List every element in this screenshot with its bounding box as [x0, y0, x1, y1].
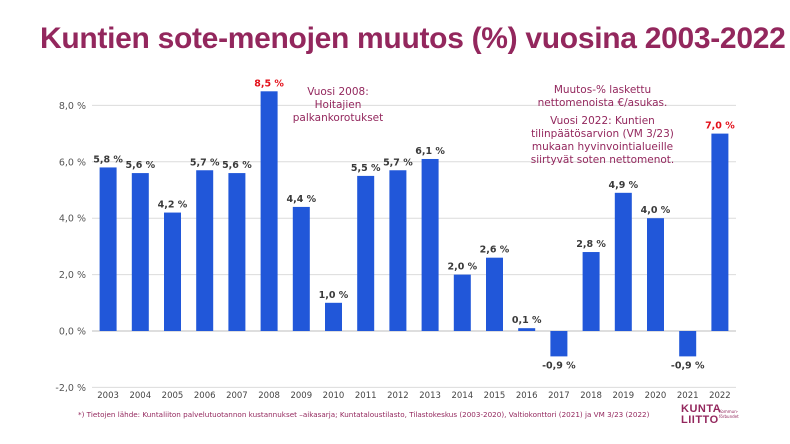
bar [453, 274, 471, 331]
data-label: 2,6 % [480, 245, 510, 256]
bar [196, 170, 214, 331]
x-tick-label: 2006 [194, 391, 216, 401]
bar [260, 91, 278, 331]
kuntaliitto-logo: KUNTA LIITTO Kommun-förbundet [681, 404, 741, 428]
data-label: 5,5 % [351, 163, 381, 174]
y-tick-label: -2,0 % [55, 383, 86, 394]
data-label: 5,8 % [93, 154, 123, 165]
data-label: 5,7 % [383, 157, 413, 168]
x-tick-label: 2004 [129, 391, 151, 401]
x-tick-label: 2022 [709, 391, 731, 401]
data-label: 8,5 % [254, 78, 284, 89]
bar [164, 212, 181, 331]
data-label: 5,6 % [125, 160, 155, 171]
data-label: 2,8 % [576, 239, 606, 250]
data-label: 2,0 % [447, 262, 477, 273]
bar [647, 218, 664, 331]
bar [582, 252, 600, 331]
x-tick-label: 2015 [484, 391, 506, 401]
annotation-2022: Vuosi 2022: Kuntien tilinpäätösarvion (V… [530, 115, 675, 166]
x-tick-label: 2014 [451, 391, 473, 401]
data-label: 5,7 % [190, 157, 220, 168]
bar [389, 170, 407, 331]
data-label: 4,0 % [641, 205, 671, 216]
bar [486, 257, 503, 331]
y-tick-label: 8,0 % [59, 101, 86, 112]
bar [614, 192, 632, 331]
x-tick-label: 2020 [645, 391, 667, 401]
data-label: -0,9 % [542, 360, 576, 371]
bar [357, 175, 375, 331]
x-tick-label: 2013 [419, 391, 441, 401]
bar [518, 328, 536, 331]
bar [292, 206, 310, 331]
x-tick-label: 2010 [323, 391, 345, 401]
x-tick-label: 2007 [226, 391, 248, 401]
chart-title: Kuntien sote-menojen muutos (%) vuosina … [40, 22, 786, 55]
y-tick-label: 2,0 % [59, 270, 86, 281]
data-label: 4,2 % [158, 200, 188, 211]
y-tick-label: 0,0 % [59, 327, 86, 338]
x-tick-label: 2016 [516, 391, 538, 401]
y-tick-label: 6,0 % [59, 157, 86, 168]
bar [325, 302, 342, 331]
bar [679, 331, 697, 357]
data-label: 0,1 % [512, 315, 542, 326]
bar [550, 331, 568, 357]
source-footnote: *) Tietojen lähde: Kuntaliiton palvelutu… [78, 410, 650, 419]
bar [711, 133, 729, 331]
x-tick-label: 2018 [580, 391, 602, 401]
data-label: 6,1 % [415, 146, 445, 157]
bar [228, 173, 246, 331]
x-tick-label: 2011 [355, 391, 377, 401]
data-label: 7,0 % [705, 121, 735, 132]
data-label: 5,6 % [222, 160, 252, 171]
data-label: 4,4 % [286, 194, 316, 205]
x-tick-label: 2019 [612, 391, 634, 401]
x-tick-label: 2003 [97, 391, 119, 401]
x-tick-label: 2008 [258, 391, 280, 401]
bar [421, 158, 439, 331]
bar [131, 173, 149, 331]
y-tick-label: 4,0 % [59, 214, 86, 225]
data-label: 4,9 % [608, 180, 638, 191]
data-label: 1,0 % [319, 290, 349, 301]
x-tick-label: 2017 [548, 391, 570, 401]
x-tick-label: 2021 [677, 391, 699, 401]
x-tick-label: 2012 [387, 391, 409, 401]
annotation-2008: Vuosi 2008: Hoitajien palkankorotukset [292, 86, 384, 124]
logo-subtext: Kommun-förbundet [719, 409, 739, 419]
annotation-netto: Muutos-% laskettu nettomenoista €/asukas… [537, 84, 668, 109]
logo-wordmark: KUNTA LIITTO [681, 403, 722, 426]
bar [99, 167, 117, 331]
x-tick-label: 2009 [290, 391, 312, 401]
x-tick-label: 2005 [162, 391, 184, 401]
data-label: -0,9 % [671, 360, 705, 371]
